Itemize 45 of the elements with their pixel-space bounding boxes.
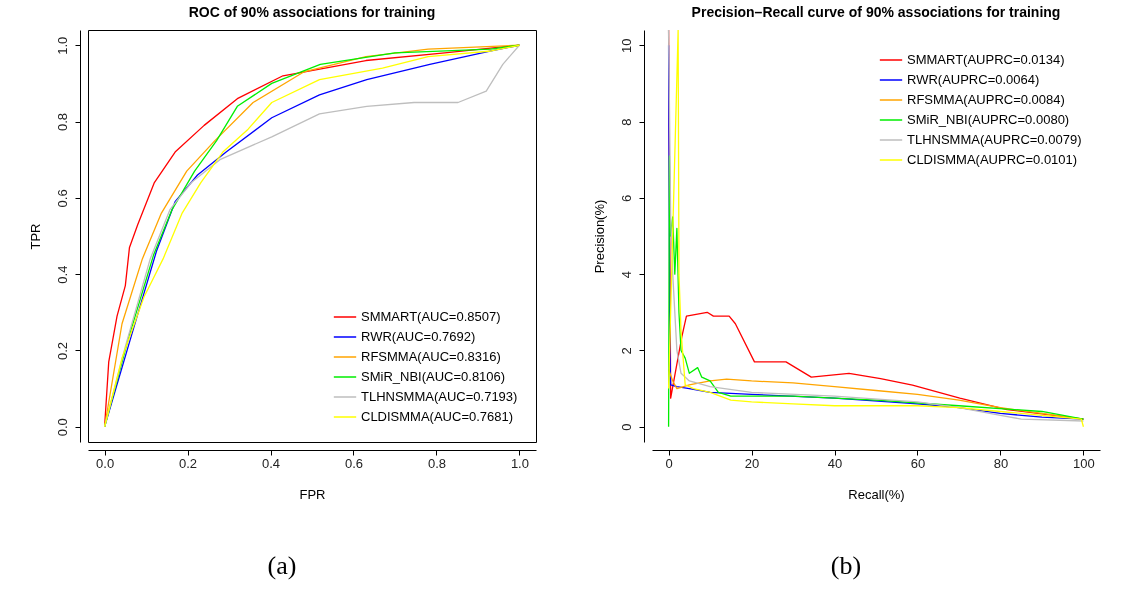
x-tick-label: 100 [1072,455,1095,471]
y-tick-label: 6 [618,194,633,202]
y-axis-title: TPR [27,223,42,250]
x-tick-label: 0.4 [261,455,280,471]
y-tick-label: 2 [618,347,633,355]
legend-label: SMiR_NBI(AUC=0.8106) [360,369,505,384]
y-tick-label: 0.6 [54,189,69,208]
legend-label: TLHNSMMA(AUC=0.7193) [360,389,517,404]
x-tick-label: 1.0 [510,455,529,471]
x-tick-label: 0 [664,455,673,471]
x-tick-label: 40 [827,455,842,471]
x-tick-label: 0.6 [344,455,363,471]
legend-label: RWR(AUPRC=0.0064) [906,72,1039,87]
y-axis-title: Precision(%) [591,199,606,274]
legend-label: RFSMMA(AUC=0.8316) [360,349,501,364]
legend-label: SMiR_NBI(AUPRC=0.0080) [906,112,1069,127]
x-axis-title: Recall(%) [847,486,905,502]
y-tick-label: 4 [618,271,633,279]
chart-title: Precision–Recall curve of 90% associations for training [691,4,1060,20]
y-tick-label: 0.8 [54,113,69,132]
legend-label: TLHNSMMA(AUPRC=0.0079) [906,132,1081,147]
x-tick-label: 0.0 [95,455,114,471]
legend-label: SMMART(AUC=0.8507) [360,309,501,324]
x-tick-label: 0.2 [178,455,197,471]
x-tick-label: 80 [993,455,1008,471]
legend-label: CLDISMMA(AUC=0.7681) [360,409,513,424]
y-tick-label: 0.0 [54,418,69,437]
line-series [103,44,520,428]
y-tick-label: 0.4 [54,265,69,284]
y-tick-label: 8 [618,118,633,126]
x-axis-title: FPR [299,486,325,502]
legend-label: SMMART(AUPRC=0.0134) [906,52,1065,67]
x-tick-label: 20 [744,455,759,471]
legend-label: RFSMMA(AUPRC=0.0084) [906,92,1065,107]
x-tick-label: 0.8 [427,455,446,471]
text: (b) [830,551,862,581]
text: (a) [267,551,297,581]
y-tick-label: 1.0 [54,36,69,55]
y-tick-label: 0 [618,423,633,431]
chart-title: ROC of 90% associations for training [188,4,435,20]
y-tick-label: 10 [618,38,633,53]
y-tick-label: 0.2 [54,341,69,360]
x-tick-label: 60 [910,455,925,471]
legend-label: RWR(AUC=0.7692) [360,329,475,344]
legend-label: CLDISMMA(AUPRC=0.0101) [906,152,1077,167]
